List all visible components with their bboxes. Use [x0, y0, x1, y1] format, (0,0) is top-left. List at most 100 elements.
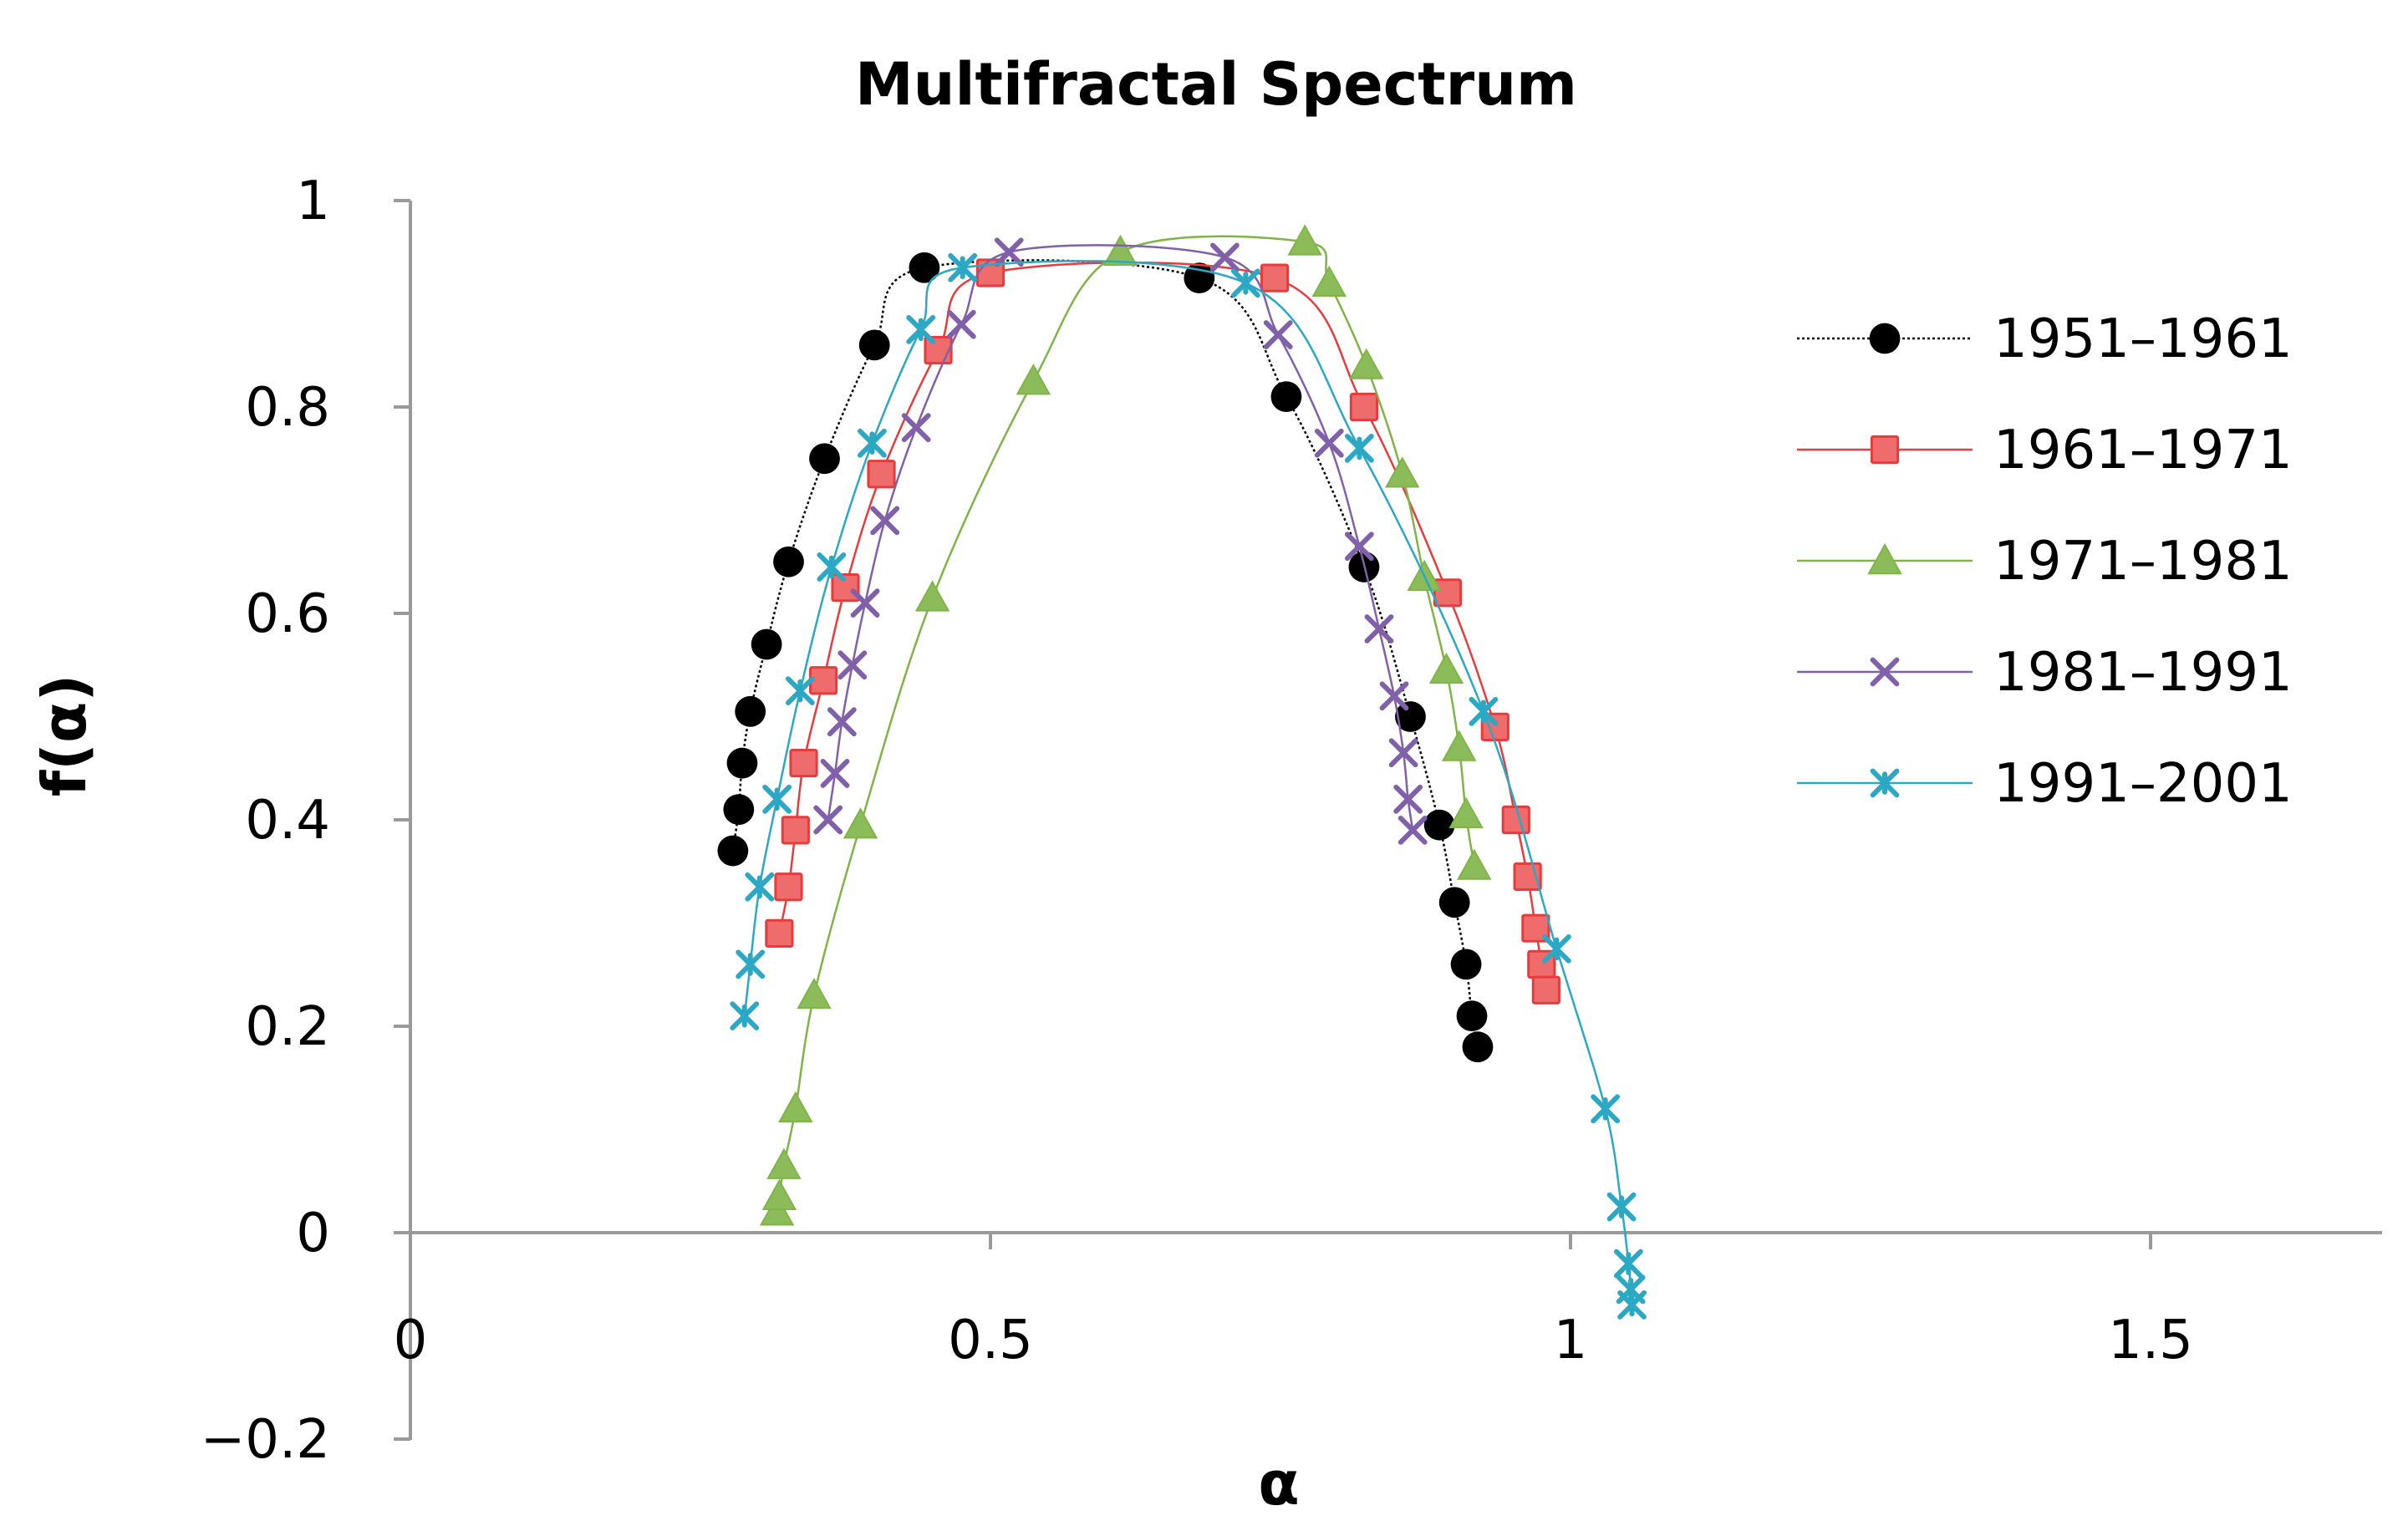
data-point — [723, 794, 755, 826]
data-point — [901, 413, 931, 443]
data-point — [831, 573, 860, 603]
legend-label: 1951–1961 — [1993, 308, 2293, 370]
y-tick-label: 0.6 — [245, 583, 330, 645]
series-3 — [813, 237, 1428, 845]
y-tick-label: −0.2 — [201, 1409, 330, 1471]
data-point — [1385, 456, 1420, 488]
data-point — [781, 816, 810, 845]
data-point — [1450, 949, 1482, 980]
data-point — [1209, 242, 1240, 272]
data-point — [909, 252, 940, 283]
data-point — [1393, 784, 1423, 814]
data-point — [726, 747, 758, 779]
data-point — [1349, 348, 1384, 379]
data-point — [797, 977, 832, 1010]
data-point — [843, 807, 878, 839]
data-point — [1591, 1094, 1621, 1124]
data-point — [785, 676, 815, 706]
data-point — [1501, 805, 1530, 835]
series-line — [778, 261, 1548, 990]
legend-label: 1991–2001 — [1993, 753, 2293, 815]
data-point — [1606, 1192, 1637, 1222]
y-ticks: −0.2 0 0.2 0.4 0.6 0.8 1 — [201, 170, 410, 1471]
data-point — [1462, 1031, 1494, 1063]
data-point — [850, 588, 880, 618]
data-point — [870, 506, 900, 536]
data-point — [1433, 578, 1462, 608]
data-point — [1287, 224, 1322, 256]
data-point — [1270, 381, 1302, 413]
data-point — [1314, 428, 1344, 458]
data-point — [1456, 1000, 1488, 1032]
legend-label: 1961–1971 — [1993, 420, 2293, 481]
legend-marker — [1869, 323, 1901, 354]
data-point — [1469, 696, 1499, 726]
data-point — [817, 552, 847, 582]
series-2 — [759, 224, 1492, 1226]
legend-marker — [1870, 657, 1900, 687]
data-point — [813, 805, 843, 835]
data-point — [1541, 933, 1571, 964]
legend-label: 1981–1991 — [1993, 642, 2293, 704]
data-point — [914, 580, 950, 612]
data-point — [730, 1001, 760, 1031]
data-point — [946, 309, 976, 339]
data-point — [1260, 263, 1290, 292]
legend-entry: 1981–1991 — [1797, 642, 2293, 704]
legend-entry: 1951–1961 — [1797, 308, 2293, 370]
data-point — [778, 1091, 813, 1122]
data-point — [1442, 730, 1477, 761]
data-point — [906, 314, 936, 344]
y-axis-label: f(α) — [29, 674, 99, 797]
data-point — [837, 650, 868, 680]
series-line — [776, 235, 1476, 1213]
y-tick-label: 0 — [296, 1203, 330, 1264]
series-line — [827, 244, 1414, 831]
data-point — [1230, 268, 1260, 298]
x-tick-label: 1 — [1554, 1310, 1588, 1371]
data-point — [1263, 320, 1293, 349]
legend-marker — [1870, 435, 1900, 465]
data-point — [1428, 652, 1464, 684]
data-point — [1388, 738, 1418, 768]
data-point — [765, 918, 794, 948]
data-point — [762, 784, 792, 814]
data-point — [1379, 681, 1409, 711]
data-point — [774, 872, 803, 902]
data-point — [1531, 975, 1560, 1005]
series-line — [743, 260, 1633, 1305]
y-tick-label: 1 — [296, 170, 330, 232]
series-1 — [765, 258, 1560, 1005]
data-point — [827, 707, 857, 737]
series-0 — [717, 252, 1494, 1063]
legend-entry: 1971–1981 — [1797, 531, 2293, 593]
data-point — [1614, 1249, 1643, 1279]
data-point — [809, 666, 838, 695]
data-point — [717, 835, 749, 867]
data-point — [789, 748, 818, 778]
x-tick-label: 0.5 — [948, 1310, 1033, 1371]
x-axis-label: α — [1258, 1448, 1299, 1518]
data-point — [994, 237, 1024, 267]
data-point — [948, 252, 978, 282]
legend-marker — [1867, 542, 1902, 575]
data-point — [858, 428, 887, 458]
data-point — [1344, 532, 1374, 562]
data-point — [1457, 848, 1492, 880]
y-tick-label: 0.2 — [245, 996, 330, 1058]
data-point — [820, 759, 850, 788]
legend-entry: 1991–2001 — [1797, 753, 2293, 815]
chart-title: Multifractal Spectrum — [855, 50, 1577, 119]
data-point — [773, 546, 804, 577]
data-point — [1102, 234, 1138, 266]
x-ticks: 0 0.5 1 1.5 — [394, 1233, 2193, 1371]
data-point — [1448, 796, 1484, 829]
data-point — [761, 1178, 797, 1210]
legend-label: 1971–1981 — [1993, 531, 2293, 593]
data-point — [1364, 614, 1394, 643]
data-point — [867, 460, 896, 489]
data-point — [735, 695, 766, 727]
data-point — [1311, 265, 1347, 297]
data-point — [745, 872, 775, 902]
